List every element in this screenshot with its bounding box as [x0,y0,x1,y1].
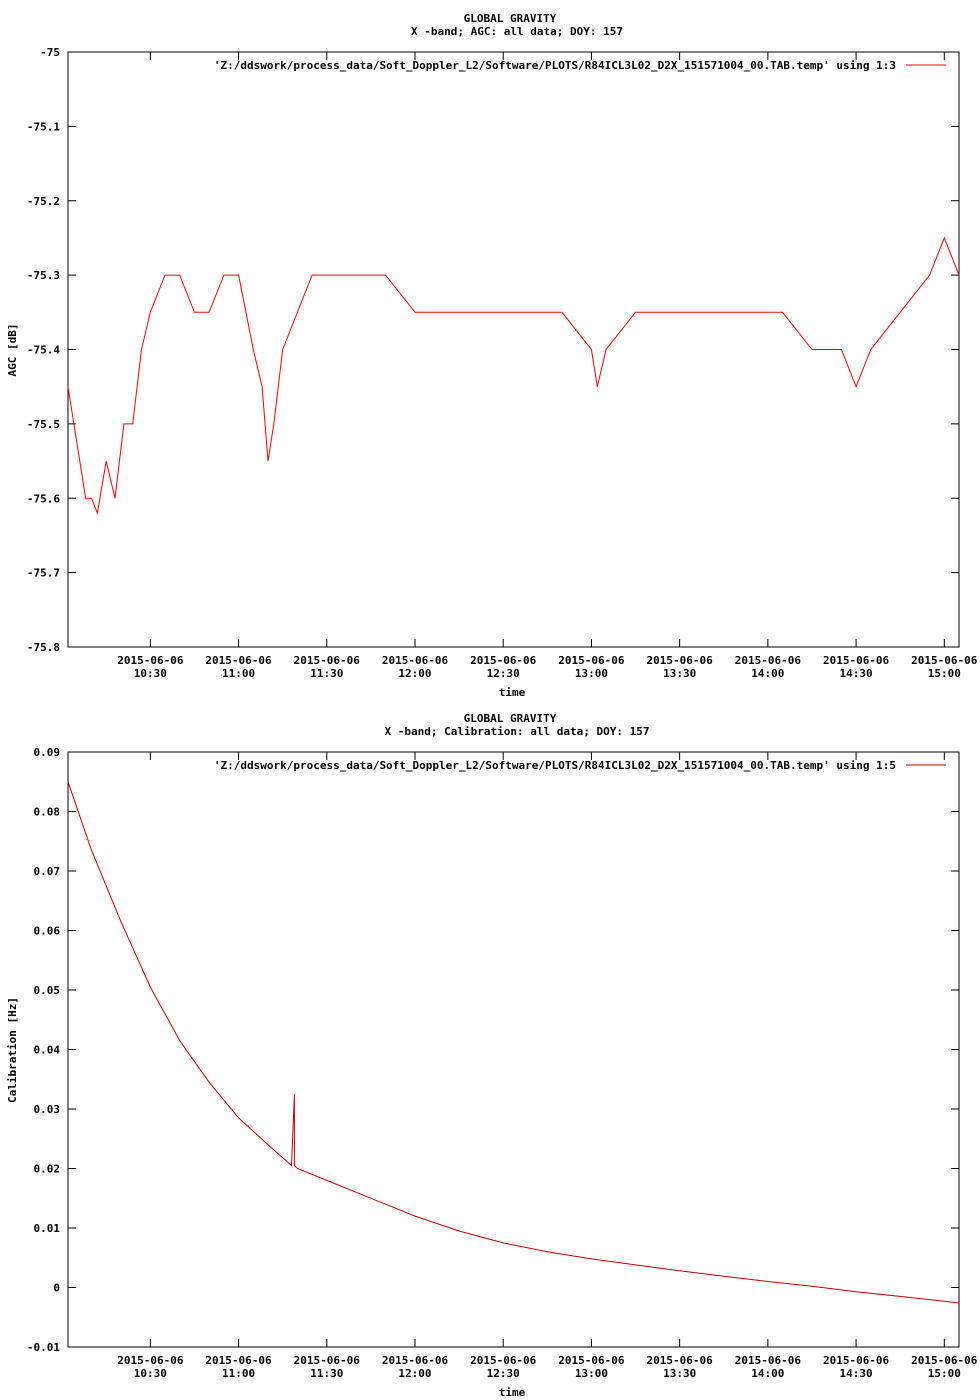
y-axis-label: Calibration [Hz] [6,997,19,1103]
x-tick-time: 13:00 [575,1367,608,1380]
y-tick-label: 0.09 [34,746,61,759]
y-tick-label: -75.4 [27,344,60,357]
x-tick-time: 10:30 [134,1367,167,1380]
y-tick-label: 0.03 [34,1103,61,1116]
x-tick-time: 11:00 [222,1367,255,1380]
x-tick-date: 2015-06-06 [735,1354,802,1367]
agc-chart: GLOBAL GRAVITY X -band; AGC: all data; D… [6,12,978,699]
x-tick-date: 2015-06-06 [294,654,361,667]
x-tick-time: 14:30 [840,1367,873,1380]
y-tick-label: 0.04 [34,1044,61,1057]
y-tick-label: 0.08 [34,806,61,819]
y-tick-label: -0.01 [27,1341,60,1354]
x-tick-time: 12:00 [398,667,431,680]
y-tick-label: -75.7 [27,567,60,580]
chart-title: GLOBAL GRAVITY [464,712,557,725]
x-tick-date: 2015-06-06 [647,1354,714,1367]
x-tick-time: 13:30 [663,667,696,680]
x-tick-date: 2015-06-06 [735,654,802,667]
x-tick-time: 11:30 [310,667,343,680]
x-tick-time: 11:00 [222,667,255,680]
y-axis-ticks: -75 -75.1 -75.2 -75.3 -75.4 -75.5 -75.6 -75.7 -7… [27,46,959,654]
x-tick-date: 2015-06-06 [382,1354,449,1367]
x-tick-time: 15:00 [928,1367,961,1380]
x-tick-time: 13:00 [575,667,608,680]
y-tick-label: 0.01 [34,1222,61,1235]
x-tick-date: 2015-06-06 [117,654,184,667]
x-axis-label: time [499,686,526,699]
x-tick-date: 2015-06-06 [294,1354,361,1367]
y-tick-label: -75.5 [27,418,60,431]
x-tick-date: 2015-06-06 [558,1354,625,1367]
y-axis-ticks: 0.09 0.08 0.07 0.06 0.05 0.04 0.03 0.02 0.01 0 -0.… [27,746,959,1354]
x-tick-time: 15:00 [928,667,961,680]
x-tick-date: 2015-06-06 [823,1354,890,1367]
x-tick-date: 2015-06-06 [205,654,272,667]
x-tick-time: 12:30 [487,667,520,680]
x-tick-time: 14:00 [751,667,784,680]
y-tick-label: -75.6 [27,492,60,505]
x-tick-time: 10:30 [134,667,167,680]
chart-subtitle: X -band; Calibration: all data; DOY: 157 [385,725,650,738]
y-tick-label: -75.2 [27,195,60,208]
y-tick-label: 0.05 [34,984,61,997]
chart-title: GLOBAL GRAVITY [464,12,557,25]
y-axis-label: AGC [dB] [6,324,19,377]
y-tick-label: 0 [53,1282,60,1295]
x-tick-date: 2015-06-06 [470,1354,537,1367]
x-tick-time: 14:30 [840,667,873,680]
calibration-series-line [67,781,960,1304]
plot-frame [67,751,960,1348]
x-tick-date: 2015-06-06 [823,654,890,667]
x-tick-date: 2015-06-06 [911,1354,978,1367]
calibration-chart: GLOBAL GRAVITY X -band; Calibration: all… [6,712,978,1399]
y-tick-label: 0.06 [34,925,61,938]
chart-subtitle: X -band; AGC: all data; DOY: 157 [411,25,623,38]
x-tick-time: 14:00 [751,1367,784,1380]
y-tick-label: -75 [40,46,60,59]
x-tick-date: 2015-06-06 [382,654,449,667]
x-tick-date: 2015-06-06 [558,654,625,667]
x-tick-time: 12:30 [487,1367,520,1380]
agc-series-line [67,236,960,515]
x-tick-time: 12:00 [398,1367,431,1380]
y-tick-label: 0.02 [34,1163,61,1176]
y-tick-label: -75.1 [27,120,60,133]
legend-label: 'Z:/ddswork/process_data/Soft_Doppler_L2… [214,759,896,772]
x-tick-date: 2015-06-06 [205,1354,272,1367]
x-axis-label: time [499,1386,526,1399]
x-tick-time: 11:30 [310,1367,343,1380]
x-axis-ticks: 2015-06-0610:302015-06-0611:002015-06-06… [117,752,978,1380]
x-tick-date: 2015-06-06 [647,654,714,667]
legend-label: 'Z:/ddswork/process_data/Soft_Doppler_L2… [214,59,896,72]
x-tick-date: 2015-06-06 [470,654,537,667]
y-tick-label: -75.3 [27,269,60,282]
x-tick-time: 13:30 [663,1367,696,1380]
y-tick-label: 0.07 [34,865,61,878]
x-axis-ticks: 2015-06-0610:302015-06-0611:002015-06-06… [117,52,978,680]
x-tick-date: 2015-06-06 [911,654,978,667]
x-tick-date: 2015-06-06 [117,1354,184,1367]
y-tick-label: -75.8 [27,641,60,654]
